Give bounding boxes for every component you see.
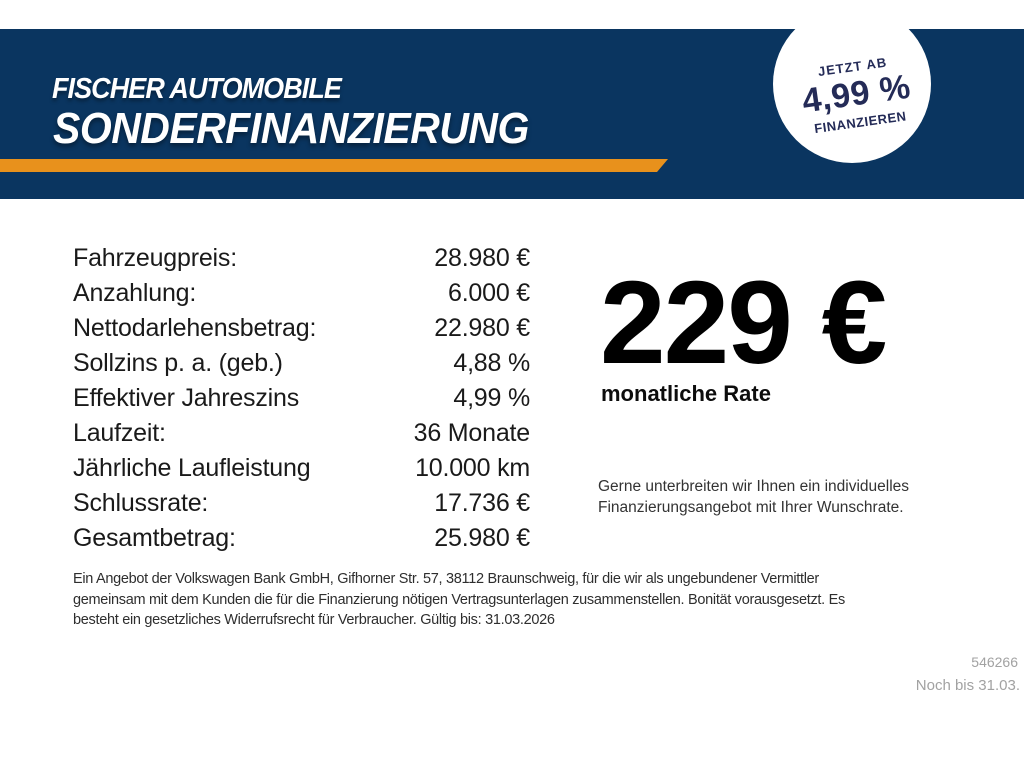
monthly-rate-caption: monatliche Rate (601, 381, 771, 406)
row-value: 28.980 € (434, 244, 530, 272)
dealer-name: FISCHER AUTOMOBILE (52, 73, 342, 105)
table-row: Jährliche Laufleistung 10.000 km (73, 451, 530, 486)
legal-disclaimer: Ein Angebot der Volkswagen Bank GmbH, Gi… (73, 569, 845, 631)
monthly-rate-amount: 229 € (600, 257, 887, 389)
legal-line: besteht ein gesetzliches Widerrufsrecht … (73, 612, 555, 629)
rate-badge: JETZT AB 4,99 % FINANZIEREN (773, 5, 931, 163)
legal-line: Ein Angebot der Volkswagen Bank GmbH, Gi… (73, 571, 819, 587)
row-value: 10.000 km (415, 454, 530, 482)
page-title: SONDERFINANZIERUNG (53, 104, 529, 153)
table-row: Effektiver Jahreszins 4,99 % (73, 381, 530, 416)
table-row: Fahrzeugpreis: 28.980 € (73, 241, 530, 276)
row-value: 36 Monate (413, 419, 531, 447)
row-label: Jährliche Laufleistung (73, 454, 311, 482)
offer-deadline: Noch bis 31.03. (915, 677, 1020, 694)
row-value: 22.980 € (434, 314, 530, 342)
note-line: Gerne unterbreiten wir Ihnen ein individ… (598, 478, 910, 495)
row-value: 17.736 € (434, 489, 530, 517)
row-value: 4,88 % (453, 349, 530, 377)
table-row: Nettodarlehensbetrag: 22.980 € (73, 311, 530, 346)
row-label: Schlussrate: (73, 489, 209, 517)
rate-badge-content: JETZT AB 4,99 % FINANZIEREN (797, 52, 914, 136)
individual-offer-note: Gerne unterbreiten wir Ihnen ein individ… (598, 476, 909, 518)
row-label: Nettodarlehensbetrag: (73, 314, 317, 342)
row-label: Effektiver Jahreszins (73, 384, 299, 412)
row-label: Anzahlung: (73, 279, 197, 307)
row-label: Sollzins p. a. (geb.) (73, 349, 283, 377)
table-row: Gesamtbetrag: 25.980 € (73, 521, 530, 556)
financing-table: Fahrzeugpreis: 28.980 € Anzahlung: 6.000… (73, 241, 530, 556)
row-label: Gesamtbetrag: (73, 524, 236, 552)
row-value: 4,99 % (453, 384, 530, 412)
table-row: Laufzeit: 36 Monate (73, 416, 530, 451)
row-label: Laufzeit: (73, 419, 166, 447)
row-value: 6.000 € (447, 279, 530, 307)
table-row: Anzahlung: 6.000 € (73, 276, 530, 311)
table-row: Sollzins p. a. (geb.) 4,88 % (73, 346, 530, 381)
offer-reference-number: 546266 (971, 654, 1018, 670)
note-line: Finanzierungsangebot mit Ihrer Wunschrat… (598, 499, 904, 516)
row-value: 25.980 € (434, 524, 530, 552)
legal-line: gemeinsam mit dem Kunden die für die Fin… (73, 591, 845, 608)
accent-bar (0, 159, 668, 172)
table-row: Schlussrate: 17.736 € (73, 486, 530, 521)
row-label: Fahrzeugpreis: (73, 244, 237, 272)
